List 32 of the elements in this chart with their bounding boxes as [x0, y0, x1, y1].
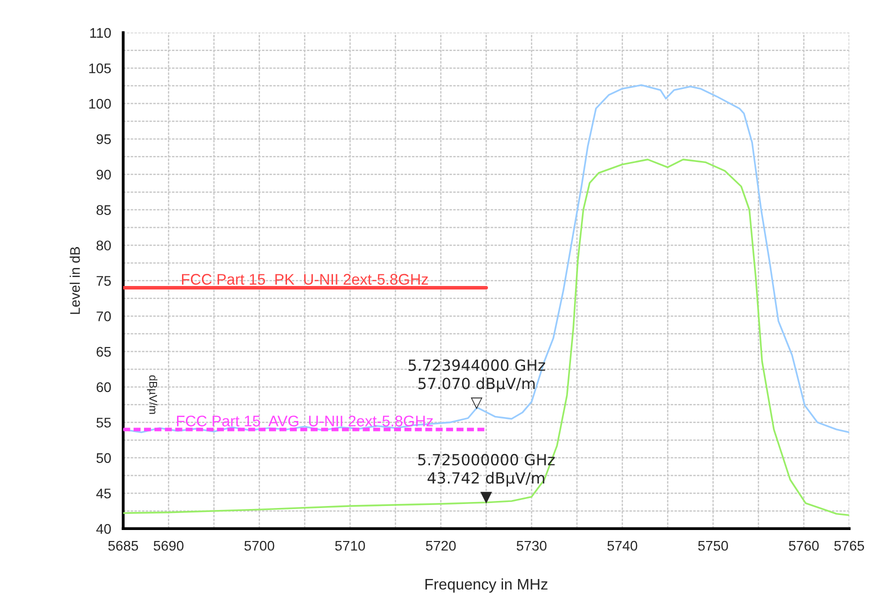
y-tick-label: 90	[96, 170, 111, 180]
y-tick-label: 80	[96, 240, 111, 250]
y-tick-label: 95	[96, 134, 111, 144]
y-tick-label: 70	[96, 311, 111, 322]
x-tick-label: 5750	[698, 540, 728, 551]
y-tick-label: 110	[90, 28, 111, 38]
y-tick-label: 105	[89, 63, 111, 74]
x-tick-label: 5690	[154, 540, 184, 551]
x-tick-label: 5700	[244, 540, 274, 551]
y-axis-title: Level in dB	[70, 247, 80, 314]
x-tick-label: 5720	[426, 540, 456, 551]
y-tick-label: 60	[96, 382, 111, 392]
y-tick-label: 65	[96, 346, 111, 357]
y-tick-label: 40	[96, 524, 111, 534]
x-tick-label: 5685	[108, 540, 138, 551]
y-tick-label: 45	[96, 488, 111, 498]
x-tick-label: 5710	[335, 540, 365, 551]
y-tick-label: 75	[96, 276, 111, 286]
x-axis-title: Frequency in MHz	[425, 578, 548, 593]
y-tick-label: 100	[89, 98, 111, 109]
x-tick-label: 5740	[607, 540, 638, 551]
line-series	[123, 158, 850, 516]
x-tick-label: 5760	[788, 540, 819, 551]
annotation: dBµV/m	[147, 375, 158, 414]
y-tick-label: 50	[96, 453, 111, 463]
annotation: 5.723944000 GHz 57.070 dBµV/m ▽	[408, 359, 546, 410]
series-label: FCC Part 15 PK U-NII 2ext-5.8GHz	[182, 274, 428, 285]
y-tick-label: 85	[96, 205, 111, 215]
x-tick-label: 5765	[834, 540, 864, 551]
x-tick-label: 5730	[516, 540, 546, 551]
y-tick-label: 55	[96, 418, 111, 428]
series-label: FCC Part 15 AVG U-NII 2ext-5.8GHz	[177, 416, 433, 426]
